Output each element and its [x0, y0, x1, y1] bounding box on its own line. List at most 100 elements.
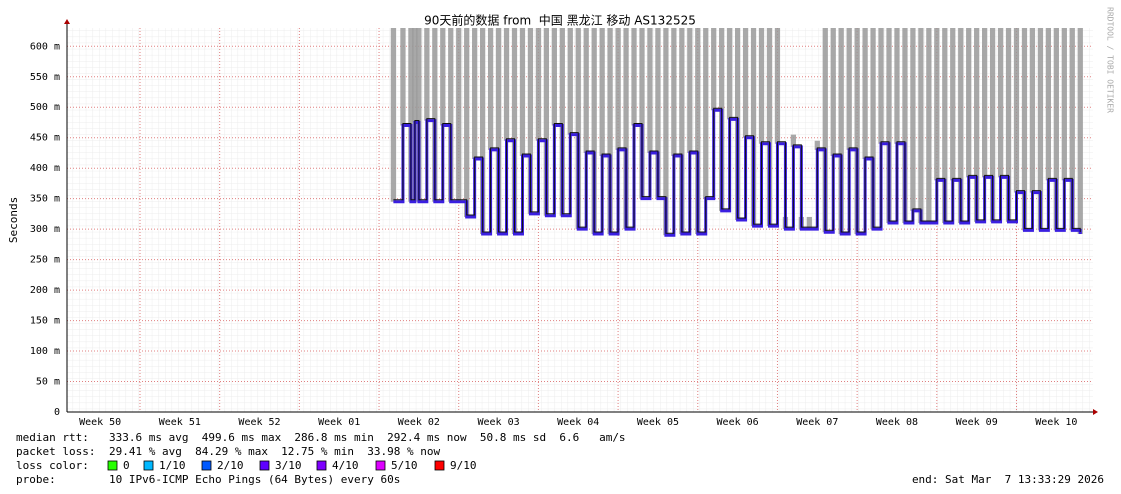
smoke-bar — [1061, 28, 1067, 181]
smoke-bar — [1077, 28, 1083, 235]
stat-text: 29.41 % avg 84.29 % max 12.75 % min 33.9… — [109, 445, 441, 458]
smoke-bar — [599, 28, 605, 156]
smoke-bar — [472, 28, 478, 160]
stat-text: 333.6 ms avg 499.6 ms max 286.8 ms min 2… — [109, 431, 626, 444]
loss-swatch-label: 5/10 — [391, 459, 418, 472]
y-tick-label: 600 m — [30, 41, 60, 52]
smoke-bar — [655, 28, 661, 199]
smoke-bar — [822, 28, 828, 233]
smoke-bar — [607, 28, 613, 235]
smoke-bar — [814, 140, 820, 150]
smoke-bar — [806, 216, 812, 230]
smoke-bar — [559, 28, 565, 216]
plot-area — [67, 28, 1093, 412]
smoke-bar — [790, 134, 797, 147]
probe-text: 10 IPv6-ICMP Echo Pings (64 Bytes) every… — [109, 473, 400, 486]
x-tick-label: Week 02 — [398, 417, 440, 428]
smoke-bar — [918, 28, 924, 224]
loss-swatch — [107, 460, 118, 471]
smoke-bar — [464, 28, 470, 217]
stat-label: median rtt: — [16, 431, 89, 444]
smoke-bar — [535, 28, 542, 141]
smoke-bar — [950, 28, 956, 181]
smoke-bar — [854, 28, 860, 235]
smoke-bar — [750, 28, 757, 227]
x-tick-label: Week 52 — [238, 417, 280, 428]
smoke-bar — [527, 28, 534, 214]
smoke-bar — [758, 28, 765, 144]
smoke-bar — [631, 28, 637, 126]
smoke-bar — [1021, 28, 1028, 231]
loss-swatch — [375, 460, 386, 471]
loss-swatch — [316, 460, 327, 471]
smoke-bar — [902, 28, 908, 224]
loss-swatch-label: 4/10 — [332, 459, 359, 472]
smoke-bar — [390, 28, 397, 202]
smoke-bar — [942, 28, 948, 224]
smoke-bar — [519, 28, 526, 156]
smoke-bar — [846, 28, 852, 150]
smoke-bar — [440, 28, 446, 126]
smoke-bar — [679, 28, 685, 235]
y-tick-label: 100 m — [30, 346, 60, 357]
x-arrow — [1093, 409, 1098, 415]
x-tick-label: Week 09 — [956, 417, 998, 428]
y-tick-label: 400 m — [30, 163, 60, 174]
smoke-bar — [408, 28, 414, 202]
x-tick-label: Week 04 — [557, 417, 599, 428]
smoke-bar — [479, 28, 486, 235]
loss-swatch — [434, 460, 445, 471]
loss-swatch-label: 9/10 — [450, 459, 477, 472]
smoke-bar — [926, 28, 932, 224]
smoke-bar — [503, 28, 510, 141]
y-arrow — [64, 19, 70, 24]
smoke-bar — [974, 28, 980, 222]
smoke-bar — [711, 28, 717, 111]
smoke-bar — [958, 28, 964, 224]
loss-swatch-label: 1/10 — [159, 459, 186, 472]
smoke-bar — [878, 28, 884, 144]
smoke-bar — [1037, 28, 1044, 231]
smoke-bar — [870, 28, 876, 230]
smoke-bar — [487, 28, 494, 150]
smoke-bar — [495, 28, 502, 235]
y-tick-label: 250 m — [30, 255, 60, 266]
smoke-bar — [886, 28, 892, 224]
y-tick-label: 450 m — [30, 133, 60, 144]
smoke-bar — [448, 28, 454, 202]
smoke-bar — [1053, 28, 1059, 231]
smoke-bar — [647, 28, 653, 153]
smoke-bar — [830, 28, 836, 156]
smoke-bar — [910, 28, 916, 211]
smoke-bar — [966, 28, 972, 178]
smoke-bar — [997, 28, 1004, 178]
smoke-bar — [982, 28, 988, 178]
x-tick-label: Week 01 — [318, 417, 360, 428]
smoke-bar — [1069, 28, 1075, 231]
y-tick-label: 50 m — [36, 377, 60, 388]
loss-swatch — [201, 460, 212, 471]
smoke-bar — [671, 28, 677, 156]
smoke-bar — [583, 28, 589, 153]
y-tick-label: 200 m — [30, 285, 60, 296]
smoke-bar — [567, 28, 573, 135]
smoke-bar — [615, 28, 621, 150]
y-tick-label: 0 — [54, 407, 60, 418]
y-axis-label: Seconds — [7, 197, 20, 243]
smoke-bar — [551, 28, 557, 126]
x-tick-label: Week 06 — [717, 417, 759, 428]
end-time: end: Sat Mar 7 13:33:29 2026 — [912, 473, 1104, 486]
smoke-bar — [1029, 28, 1036, 193]
smoke-bar — [575, 28, 581, 230]
smoke-bar — [742, 28, 749, 138]
y-tick-label: 150 m — [30, 316, 60, 327]
loss-label: loss color: — [16, 459, 89, 472]
loss-swatch-label: 0 — [123, 459, 130, 472]
smoke-bar — [703, 28, 709, 199]
smoke-bar — [894, 28, 900, 144]
x-tick-label: Week 51 — [159, 417, 201, 428]
y-tick-label: 550 m — [30, 72, 60, 83]
smoke-bar — [862, 28, 868, 160]
smoke-bar — [695, 28, 701, 235]
